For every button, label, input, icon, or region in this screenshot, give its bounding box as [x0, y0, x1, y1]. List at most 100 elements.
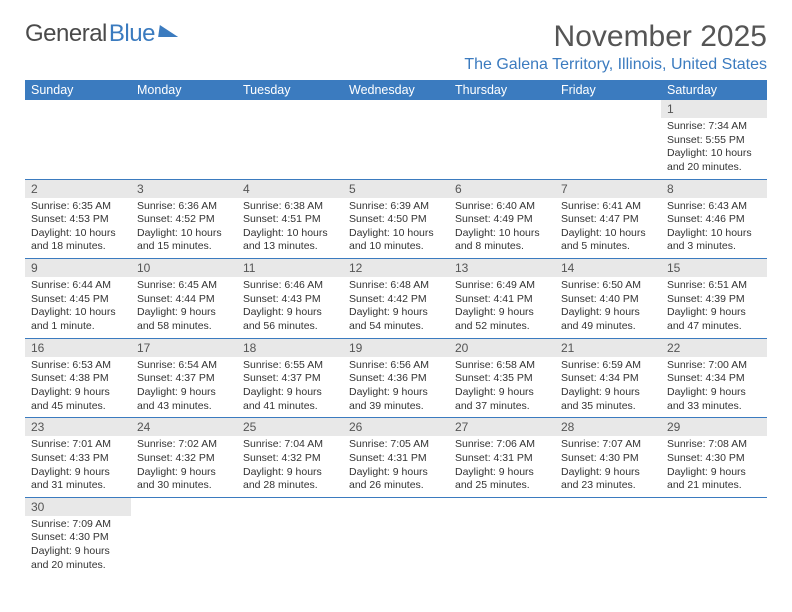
sunset-line: Sunset: 4:51 PM: [243, 213, 337, 227]
calendar-cell: 23 Sunrise: 7:01 AMSunset: 4:33 PMDayligh…: [25, 418, 131, 498]
day-info: Sunrise: 6:53 AMSunset: 4:38 PMDaylight:…: [25, 357, 131, 418]
day-info: Sunrise: 6:50 AMSunset: 4:40 PMDaylight:…: [555, 277, 661, 338]
calendar-row: 16Sunrise: 6:53 AMSunset: 4:38 PMDayligh…: [25, 338, 767, 418]
day-number: 24: [131, 418, 237, 436]
day-number: 20: [449, 339, 555, 357]
weekday-monday: Monday: [131, 80, 237, 100]
calendar-cell: [343, 100, 449, 179]
sunrise-line: Sunrise: 6:53 AM: [31, 359, 125, 373]
daylight-line: Daylight: 10 hours and 20 minutes.: [667, 147, 761, 174]
calendar-cell: 4Sunrise: 6:38 AMSunset: 4:51 PMDaylight…: [237, 179, 343, 259]
daylight-line: Daylight: 9 hours and 25 minutes.: [455, 466, 549, 493]
day-number: 3: [131, 180, 237, 198]
daylight-line: Daylight: 9 hours and 20 minutes.: [31, 545, 125, 572]
sunset-line: Sunset: 4:43 PM: [243, 293, 337, 307]
day-number: 29: [661, 418, 767, 436]
day-number: 23: [25, 418, 131, 436]
day-number: 27: [449, 418, 555, 436]
sunrise-line: Sunrise: 6:59 AM: [561, 359, 655, 373]
sunset-line: Sunset: 4:35 PM: [455, 372, 549, 386]
day-number: 2: [25, 180, 131, 198]
sunset-line: Sunset: 4:34 PM: [667, 372, 761, 386]
day-info: Sunrise: 6:43 AMSunset: 4:46 PMDaylight:…: [661, 198, 767, 259]
sunset-line: Sunset: 4:33 PM: [31, 452, 125, 466]
daylight-line: Daylight: 9 hours and 52 minutes.: [455, 306, 549, 333]
sunrise-line: Sunrise: 6:36 AM: [137, 200, 231, 214]
sunrise-line: Sunrise: 6:43 AM: [667, 200, 761, 214]
daylight-line: Daylight: 9 hours and 31 minutes.: [31, 466, 125, 493]
day-number: 1: [661, 100, 767, 118]
sunrise-line: Sunrise: 7:00 AM: [667, 359, 761, 373]
day-number: 10: [131, 259, 237, 277]
day-number: 25: [237, 418, 343, 436]
sunset-line: Sunset: 4:45 PM: [31, 293, 125, 307]
weekday-saturday: Saturday: [661, 80, 767, 100]
calendar-cell: 5Sunrise: 6:39 AMSunset: 4:50 PMDaylight…: [343, 179, 449, 259]
day-info: Sunrise: 6:49 AMSunset: 4:41 PMDaylight:…: [449, 277, 555, 338]
day-info: Sunrise: 7:08 AMSunset: 4:30 PMDaylight:…: [661, 436, 767, 497]
day-info: Sunrise: 6:40 AMSunset: 4:49 PMDaylight:…: [449, 198, 555, 259]
day-number: 7: [555, 180, 661, 198]
calendar-cell: 25Sunrise: 7:04 AMSunset: 4:32 PMDayligh…: [237, 418, 343, 498]
sunrise-line: Sunrise: 7:04 AM: [243, 438, 337, 452]
day-info: Sunrise: 6:59 AMSunset: 4:34 PMDaylight:…: [555, 357, 661, 418]
sunset-line: Sunset: 4:36 PM: [349, 372, 443, 386]
sunset-line: Sunset: 4:49 PM: [455, 213, 549, 227]
day-number: 5: [343, 180, 449, 198]
sunrise-line: Sunrise: 7:05 AM: [349, 438, 443, 452]
day-info: Sunrise: 6:44 AMSunset: 4:45 PMDaylight:…: [25, 277, 131, 338]
sunset-line: Sunset: 4:47 PM: [561, 213, 655, 227]
logo-text-1: General: [25, 20, 107, 48]
sunrise-line: Sunrise: 7:01 AM: [31, 438, 125, 452]
sunrise-line: Sunrise: 6:58 AM: [455, 359, 549, 373]
sunrise-line: Sunrise: 6:48 AM: [349, 279, 443, 293]
weekday-sunday: Sunday: [25, 80, 131, 100]
calendar-cell: 7Sunrise: 6:41 AMSunset: 4:47 PMDaylight…: [555, 179, 661, 259]
daylight-line: Daylight: 10 hours and 10 minutes.: [349, 227, 443, 254]
calendar-cell: 14Sunrise: 6:50 AMSunset: 4:40 PMDayligh…: [555, 259, 661, 339]
weekday-header-row: Sunday Monday Tuesday Wednesday Thursday…: [25, 80, 767, 100]
calendar-cell: 3Sunrise: 6:36 AMSunset: 4:52 PMDaylight…: [131, 179, 237, 259]
calendar-cell: 26Sunrise: 7:05 AMSunset: 4:31 PMDayligh…: [343, 418, 449, 498]
day-info: Sunrise: 7:06 AMSunset: 4:31 PMDaylight:…: [449, 436, 555, 497]
day-number: 12: [343, 259, 449, 277]
sunset-line: Sunset: 4:31 PM: [349, 452, 443, 466]
sunset-line: Sunset: 5:55 PM: [667, 134, 761, 148]
day-info: Sunrise: 7:00 AMSunset: 4:34 PMDaylight:…: [661, 357, 767, 418]
sunset-line: Sunset: 4:37 PM: [243, 372, 337, 386]
sunrise-line: Sunrise: 7:08 AM: [667, 438, 761, 452]
calendar-cell: 16Sunrise: 6:53 AMSunset: 4:38 PMDayligh…: [25, 338, 131, 418]
sunrise-line: Sunrise: 6:49 AM: [455, 279, 549, 293]
day-info: Sunrise: 6:36 AMSunset: 4:52 PMDaylight:…: [131, 198, 237, 259]
calendar-cell: 19Sunrise: 6:56 AMSunset: 4:36 PMDayligh…: [343, 338, 449, 418]
calendar-cell: 11Sunrise: 6:46 AMSunset: 4:43 PMDayligh…: [237, 259, 343, 339]
day-number: 9: [25, 259, 131, 277]
daylight-line: Daylight: 9 hours and 39 minutes.: [349, 386, 443, 413]
daylight-line: Daylight: 10 hours and 1 minute.: [31, 306, 125, 333]
sunset-line: Sunset: 4:41 PM: [455, 293, 549, 307]
daylight-line: Daylight: 10 hours and 8 minutes.: [455, 227, 549, 254]
calendar-row: 2Sunrise: 6:35 AMSunset: 4:53 PMDaylight…: [25, 179, 767, 259]
day-number: 22: [661, 339, 767, 357]
calendar-cell: 28Sunrise: 7:07 AMSunset: 4:30 PMDayligh…: [555, 418, 661, 498]
calendar-cell: 6Sunrise: 6:40 AMSunset: 4:49 PMDaylight…: [449, 179, 555, 259]
sunrise-line: Sunrise: 6:44 AM: [31, 279, 125, 293]
day-number: 14: [555, 259, 661, 277]
day-number: 16: [25, 339, 131, 357]
day-info: Sunrise: 6:46 AMSunset: 4:43 PMDaylight:…: [237, 277, 343, 338]
day-info: Sunrise: 6:56 AMSunset: 4:36 PMDaylight:…: [343, 357, 449, 418]
daylight-line: Daylight: 9 hours and 23 minutes.: [561, 466, 655, 493]
day-info: Sunrise: 6:41 AMSunset: 4:47 PMDaylight:…: [555, 198, 661, 259]
day-number: 11: [237, 259, 343, 277]
day-number: 15: [661, 259, 767, 277]
calendar-cell: [555, 100, 661, 179]
daylight-line: Daylight: 9 hours and 26 minutes.: [349, 466, 443, 493]
daylight-line: Daylight: 9 hours and 47 minutes.: [667, 306, 761, 333]
daylight-line: Daylight: 9 hours and 54 minutes.: [349, 306, 443, 333]
day-number: 6: [449, 180, 555, 198]
calendar-cell: [131, 100, 237, 179]
calendar-cell: 24Sunrise: 7:02 AMSunset: 4:32 PMDayligh…: [131, 418, 237, 498]
day-number: 18: [237, 339, 343, 357]
day-info: Sunrise: 7:09 AMSunset: 4:30 PMDaylight:…: [25, 516, 131, 577]
day-info: Sunrise: 6:35 AMSunset: 4:53 PMDaylight:…: [25, 198, 131, 259]
